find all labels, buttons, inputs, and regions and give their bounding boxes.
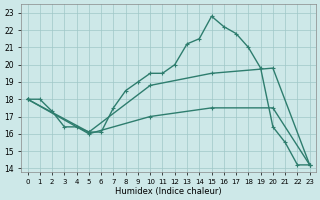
X-axis label: Humidex (Indice chaleur): Humidex (Indice chaleur) [115,187,222,196]
